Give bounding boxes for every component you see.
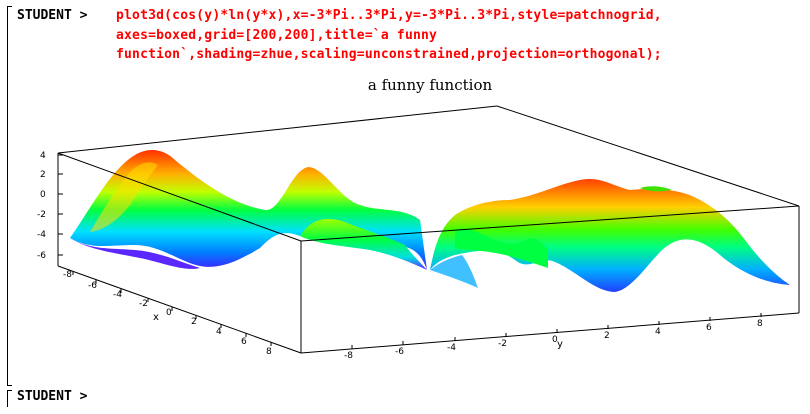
y-tick-label: -8 [344,351,353,361]
z-tick-label: 4 [40,151,46,161]
execution-group-bracket[interactable] [7,6,12,386]
z-tick-label: -6 [37,251,46,261]
bounding-box-front [57,152,800,354]
command-line-1[interactable]: plot3d(cos(y)*ln(y*x),x=-3*Pi..3*Pi,y=-3… [116,8,662,23]
y-tick-label: 6 [706,323,712,333]
z-axis [58,154,63,256]
x-tick-label: 0 [166,308,172,318]
x-tick-label: -8 [63,270,72,280]
z-tick-label: 2 [40,170,46,180]
x-axis [72,271,272,346]
y-axis [351,313,762,349]
x-axis-label: x [153,312,159,323]
y-tick-label: -2 [498,339,507,349]
y-tick-label: 4 [655,327,661,337]
y-tick-label: 8 [757,319,763,329]
x-tick-label: 2 [191,317,197,327]
y-tick-label: -4 [447,343,456,353]
z-tick-label: -2 [37,210,46,220]
command-line-3[interactable]: function`,shading=zhue,scaling=unconstra… [116,47,662,62]
x-tick-label: 6 [241,337,247,347]
x-tick-label: -4 [113,290,122,300]
next-group-bracket[interactable] [7,390,12,407]
x-tick-label: 4 [216,327,222,337]
z-tick-label: 0 [40,190,46,200]
x-tick-label: 8 [266,347,272,357]
y-axis-label: y [557,339,563,350]
y-tick-label: 0 [552,335,558,345]
bounding-box-back [57,105,800,266]
x-tick-label: -6 [88,281,97,291]
x-tick-label: -2 [139,299,148,309]
input-prompt: STUDENT > [17,8,88,23]
y-tick-label: -6 [395,347,404,357]
plot-title: a funny function [367,76,493,94]
z-tick-label: -4 [37,230,46,240]
surface-plot [70,149,790,292]
command-line-2[interactable]: axes=boxed,grid=[200,200],title=`a funny [116,28,438,43]
next-input-prompt[interactable]: STUDENT > [17,389,88,404]
y-tick-label: 2 [604,331,610,341]
